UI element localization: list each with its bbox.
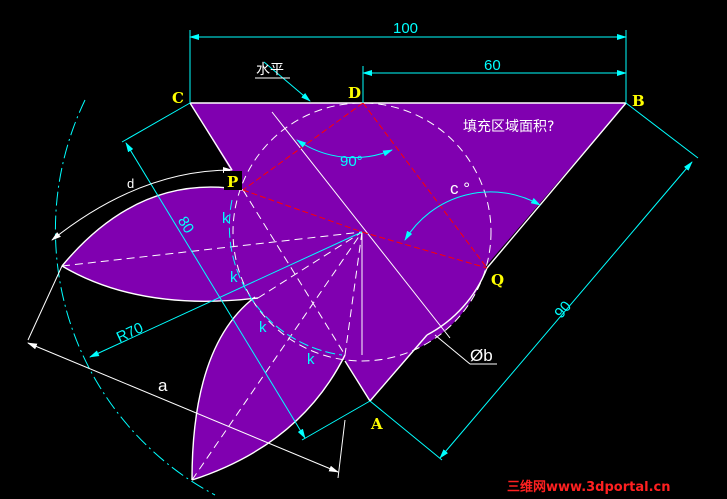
k-label-2: k (230, 269, 238, 286)
point-c-label: C (172, 89, 184, 107)
point-q-label: Q (491, 271, 504, 289)
point-a-label: A (370, 415, 383, 433)
note-question: 填充区域面积? (463, 119, 554, 135)
point-d-label: D (348, 84, 361, 102)
dim-100: 100 (393, 20, 418, 37)
angle-c: c ° (450, 179, 470, 198)
dim-a: a (158, 376, 168, 395)
point-p-label: P (227, 173, 238, 191)
dim-60: 60 (484, 57, 501, 74)
dim-90: 90 (551, 298, 575, 322)
note-horizontal: 水平 (256, 62, 284, 78)
point-b-label: B (632, 92, 645, 110)
white-dimensions (27, 77, 497, 479)
watermark: 三维网www.3dportal.cn (507, 479, 670, 495)
arc-d: d (127, 176, 134, 191)
dim-r70: R70 (114, 319, 146, 346)
dim-80: 80 (174, 213, 197, 236)
k-label-4: k (307, 351, 315, 368)
dim-90-deg: 90° (340, 153, 363, 170)
dim-diameter-b: Øb (470, 346, 493, 365)
k-label-3: k (259, 319, 267, 336)
k-label-1: k (222, 210, 230, 227)
